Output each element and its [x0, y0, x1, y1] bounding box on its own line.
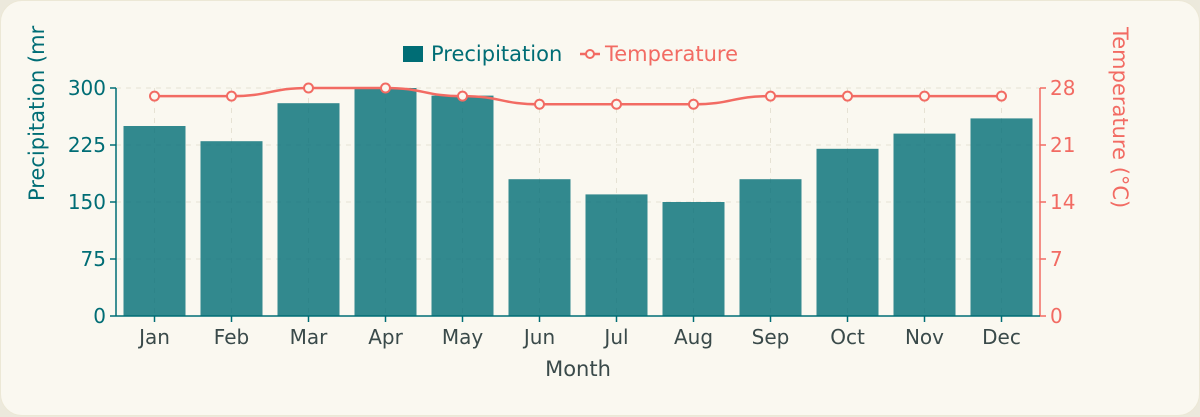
left-axis-tick-label: 225: [68, 133, 106, 157]
legend-precipitation-label: Precipitation: [431, 42, 562, 66]
temperature-point: [226, 90, 237, 102]
temperature-point: [534, 98, 545, 110]
temperature-point: [380, 82, 391, 94]
right-axis-tick-label: 7: [1050, 247, 1063, 271]
x-axis-tick-label: Jun: [522, 325, 555, 349]
left-axis-tick-label: 75: [81, 247, 106, 271]
left-axis-tick-label: 150: [68, 190, 106, 214]
x-axis-tick-label: Sep: [752, 325, 790, 349]
right-axis-tick-label: 0: [1050, 304, 1063, 328]
x-axis-tick-label: Feb: [214, 325, 249, 349]
temperature-point: [996, 90, 1007, 102]
x-axis-tick-label: Dec: [982, 325, 1021, 349]
precipitation-bar: [200, 141, 263, 316]
precipitation-bar: [354, 88, 417, 316]
precipitation-bar: [585, 194, 648, 316]
legend: Precipitation Temperature: [403, 42, 738, 66]
x-axis-title: Month: [545, 357, 611, 381]
legend-precipitation-swatch: [403, 46, 423, 62]
temperature-point: [765, 90, 776, 102]
precipitation-bar: [893, 133, 956, 316]
legend-temperature-marker: [585, 49, 595, 59]
right-axis-tick-label: 21: [1050, 133, 1075, 157]
temperature-point: [303, 82, 314, 94]
temperature-point: [149, 90, 160, 102]
x-axis-tick-label: Mar: [290, 325, 329, 349]
axis-layer: 0 75 150 225 300 0 7 14 21 28 Jan Feb Mar Apr May Jun Ju…: [68, 76, 1076, 349]
x-axis-tick-label: Aug: [674, 325, 713, 349]
precipitation-bar: [431, 95, 494, 316]
x-axis-tick-label: Oct: [830, 325, 865, 349]
x-axis-tick-label: Jul: [602, 325, 628, 349]
legend-temperature-label: Temperature: [604, 42, 738, 66]
x-axis-tick-label: Apr: [368, 325, 403, 349]
left-axis-title: Precipitation (mr: [25, 25, 49, 201]
right-axis-title: Temperature (°C): [1108, 26, 1132, 208]
x-axis-tick-label: Jan: [137, 325, 170, 349]
temperature-point: [688, 98, 699, 110]
precipitation-bar: [277, 103, 340, 316]
temperature-point: [842, 90, 853, 102]
precipitation-bar: [508, 179, 571, 316]
x-axis-tick-label: Nov: [905, 325, 944, 349]
left-axis-tick-label: 300: [68, 76, 106, 100]
temperature-line: [154, 86, 1002, 106]
left-axis-tick-label: 0: [93, 304, 106, 328]
temperature-point: [457, 90, 468, 102]
precipitation-bar: [970, 118, 1033, 317]
right-axis-tick-label: 14: [1050, 190, 1075, 214]
bar-layer: [123, 88, 1033, 317]
temperature-point: [919, 90, 930, 102]
precipitation-bar: [662, 202, 725, 316]
precipitation-bar: [123, 126, 186, 316]
x-axis-tick-label: May: [442, 325, 484, 349]
temperature-point: [611, 98, 622, 110]
precipitation-bar: [816, 148, 879, 316]
right-axis-tick-label: 28: [1050, 76, 1075, 100]
precipitation-bar: [739, 179, 802, 316]
line-layer: [149, 82, 1007, 110]
